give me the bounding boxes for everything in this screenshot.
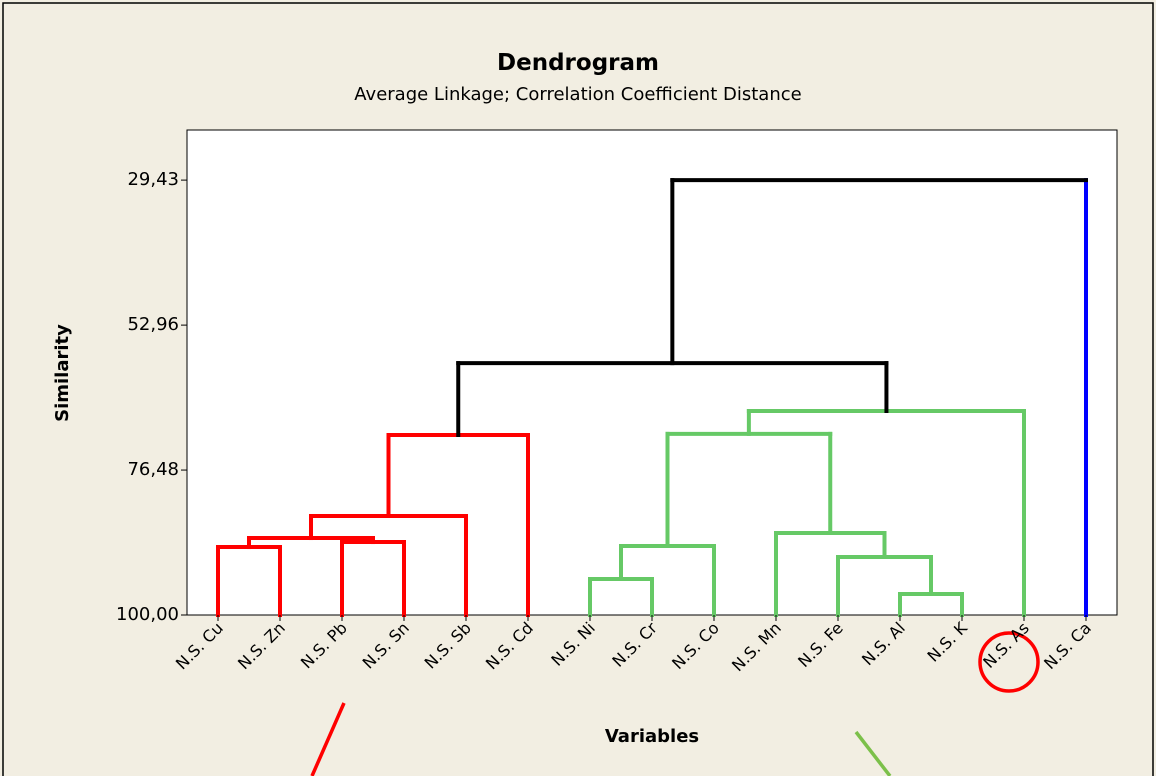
y-tick-label: 76,48 (127, 459, 179, 480)
chart-title: Dendrogram (497, 50, 659, 76)
annotation-line (854, 730, 892, 776)
y-tick-label: 100,00 (116, 604, 179, 625)
x-axis-label: Variables (605, 726, 699, 747)
chart-subtitle: Average Linkage; Correlation Coefficient… (354, 84, 801, 105)
y-axis-label: Similarity (52, 324, 73, 422)
y-tick-label: 29,43 (127, 169, 179, 190)
plot-area (186, 129, 1118, 616)
highlight-circle (978, 631, 1040, 693)
annotation-line (310, 702, 346, 776)
dendrogram (216, 178, 1088, 617)
y-tick-label: 52,96 (127, 314, 179, 335)
